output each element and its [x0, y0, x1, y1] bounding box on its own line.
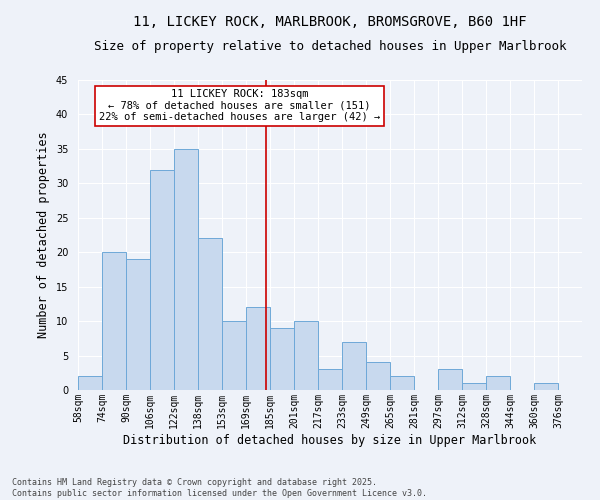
Bar	[462, 383, 486, 390]
Bar	[366, 362, 390, 390]
Y-axis label: Number of detached properties: Number of detached properties	[37, 132, 50, 338]
Text: Size of property relative to detached houses in Upper Marlbrook: Size of property relative to detached ho…	[94, 40, 566, 53]
Bar	[78, 376, 102, 390]
Bar	[390, 376, 414, 390]
X-axis label: Distribution of detached houses by size in Upper Marlbrook: Distribution of detached houses by size …	[124, 434, 536, 446]
Text: 11 LICKEY ROCK: 183sqm
← 78% of detached houses are smaller (151)
22% of semi-de: 11 LICKEY ROCK: 183sqm ← 78% of detached…	[98, 90, 380, 122]
Bar	[486, 376, 510, 390]
Bar	[534, 383, 558, 390]
Bar	[342, 342, 366, 390]
Bar	[318, 370, 342, 390]
Bar	[438, 370, 462, 390]
Bar	[174, 149, 198, 390]
Bar	[246, 308, 270, 390]
Text: 11, LICKEY ROCK, MARLBROOK, BROMSGROVE, B60 1HF: 11, LICKEY ROCK, MARLBROOK, BROMSGROVE, …	[133, 15, 527, 29]
Bar	[126, 259, 150, 390]
Bar	[102, 252, 126, 390]
Bar	[150, 170, 174, 390]
Bar	[294, 321, 318, 390]
Bar	[198, 238, 222, 390]
Bar	[270, 328, 294, 390]
Bar	[222, 321, 246, 390]
Text: Contains HM Land Registry data © Crown copyright and database right 2025.
Contai: Contains HM Land Registry data © Crown c…	[12, 478, 427, 498]
